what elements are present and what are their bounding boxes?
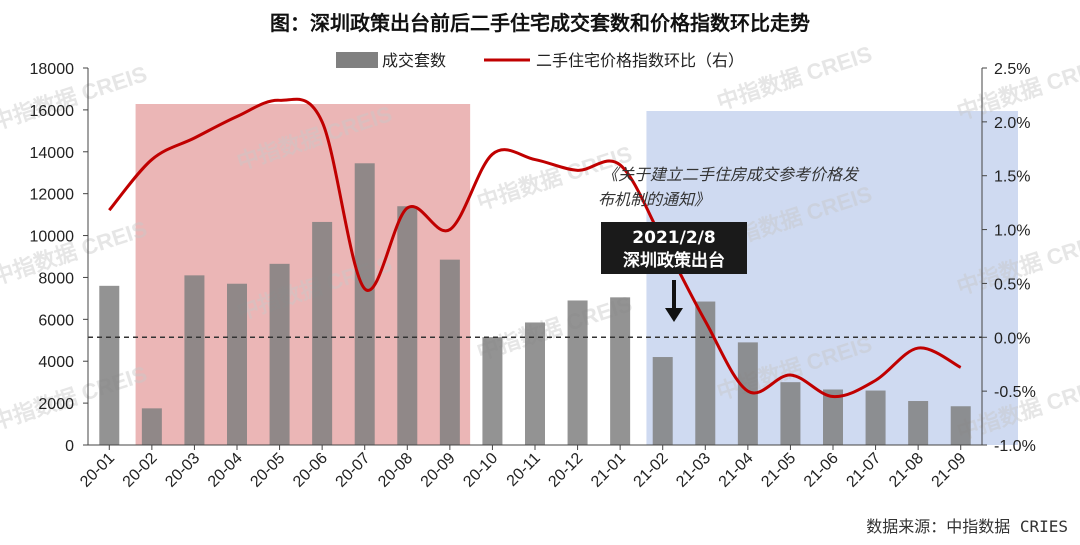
x-tick-label: 20-06: [290, 450, 331, 491]
bar-20-03: [184, 275, 205, 445]
bar-20-04: [227, 283, 247, 445]
policy-text-line-2: 布机制的通知》: [598, 190, 710, 209]
left-tick-label: 0: [65, 438, 74, 455]
right-tick-label: 1.5%: [994, 169, 1030, 186]
left-tick-label: 8000: [38, 270, 74, 287]
left-tick-label: 12000: [30, 187, 75, 204]
x-tick-label: 20-08: [375, 450, 416, 491]
right-tick-label: 2.0%: [994, 115, 1030, 132]
bar-20-10: [482, 337, 503, 445]
bar-21-08: [908, 401, 929, 445]
x-tick-label: 20-03: [162, 450, 203, 491]
right-tick-label: 0.0%: [994, 330, 1030, 347]
legend-bar-swatch: [336, 52, 378, 68]
left-tick-label: 10000: [30, 229, 75, 246]
callout-box: [601, 222, 747, 274]
callout-arrow-head: [665, 308, 683, 322]
policy-annotation: 《关于建立二手住房成交参考价格发 布机制的通知》: [598, 165, 860, 209]
bar-21-09: [950, 406, 971, 445]
x-tick-label: 20-07: [333, 450, 374, 491]
left-tick-label: 6000: [38, 312, 74, 329]
chart-title: 图：深圳政策出台前后二手住宅成交套数和价格指数环比走势: [270, 11, 810, 35]
left-tick-label: 4000: [38, 354, 74, 371]
x-tick-label: 20-11: [504, 450, 544, 490]
left-axis-ticks: 0 2000 4000 6000 8000 10000 12000 14000 16000 180…: [30, 61, 88, 455]
legend-bar-label: 成交套数: [382, 51, 446, 70]
x-tick-label: 21-08: [886, 450, 927, 491]
x-tick-label: 21-07: [843, 450, 884, 491]
right-tick-label: 0.5%: [994, 276, 1030, 293]
right-tick-label: -1.0%: [994, 438, 1036, 455]
x-tick-label: 20-01: [77, 450, 118, 491]
bar-20-11: [525, 322, 545, 445]
bar-21-01: [610, 297, 631, 445]
x-tick-label: 20-12: [545, 450, 586, 491]
bar-21-05: [780, 382, 801, 445]
bar-21-06: [823, 389, 843, 445]
x-tick-label: 21-04: [716, 450, 757, 491]
right-tick-label: 2.5%: [994, 61, 1030, 78]
watermark-text: 中指数据 CREIS: [0, 61, 150, 135]
x-tick-label: 21-05: [758, 450, 799, 491]
left-tick-label: 14000: [30, 145, 75, 162]
right-tick-label: -0.5%: [994, 384, 1036, 401]
left-tick-label: 2000: [38, 396, 74, 413]
bar-21-02: [652, 357, 673, 445]
bar-21-07: [865, 390, 886, 445]
x-tick-label: 20-10: [460, 450, 501, 491]
source-note: 数据来源：中指数据 CRIES: [866, 517, 1068, 536]
bar-20-05: [269, 263, 290, 445]
x-tick-label: 21-01: [588, 450, 629, 491]
right-axis-ticks: -1.0% -0.5% 0.0% 0.5% 1.0% 1.5% 2.0% 2.5%: [982, 61, 1036, 455]
watermark-text: 中指数据 CREIS: [0, 361, 150, 435]
bar-20-09: [439, 259, 460, 445]
policy-text-line-1: 《关于建立二手住房成交参考价格发: [602, 165, 860, 184]
x-tick-label: 20-02: [120, 450, 161, 491]
bar-21-04: [737, 342, 758, 445]
left-tick-label: 16000: [30, 103, 75, 120]
bar-20-06: [312, 221, 333, 445]
bar-20-02: [141, 408, 162, 445]
callout-label: 深圳政策出台: [623, 250, 725, 271]
right-tick-label: 1.0%: [994, 223, 1030, 240]
watermark-text: 中指数据 CREIS: [0, 216, 150, 290]
left-tick-label: 18000: [30, 61, 75, 78]
x-tick-label: 21-09: [929, 450, 970, 491]
bar-20-08: [397, 206, 418, 445]
x-tick-label: 21-02: [631, 450, 672, 491]
x-tick-label: 20-04: [205, 450, 246, 491]
bar-20-01: [99, 285, 120, 445]
legend: 成交套数 二手住宅价格指数环比（右）: [336, 51, 744, 70]
price-index-line: [108, 97, 962, 399]
bar-20-07: [354, 163, 375, 445]
policy-callout: 2021/2/8 深圳政策出台: [601, 222, 747, 322]
bar-20-12: [567, 300, 588, 445]
bar-series: [99, 163, 971, 445]
callout-date: 2021/2/8: [632, 228, 715, 248]
x-tick-label: 20-05: [247, 450, 288, 491]
x-tick-label: 21-06: [801, 450, 842, 491]
x-axis-ticks: 20-01 20-02 20-03 20-04 20-05 20-06 20-07 20-08…: [77, 445, 970, 491]
x-tick-label: 21-03: [673, 450, 714, 491]
legend-line-label: 二手住宅价格指数环比（右）: [536, 51, 744, 70]
x-tick-label: 20-09: [418, 450, 459, 491]
